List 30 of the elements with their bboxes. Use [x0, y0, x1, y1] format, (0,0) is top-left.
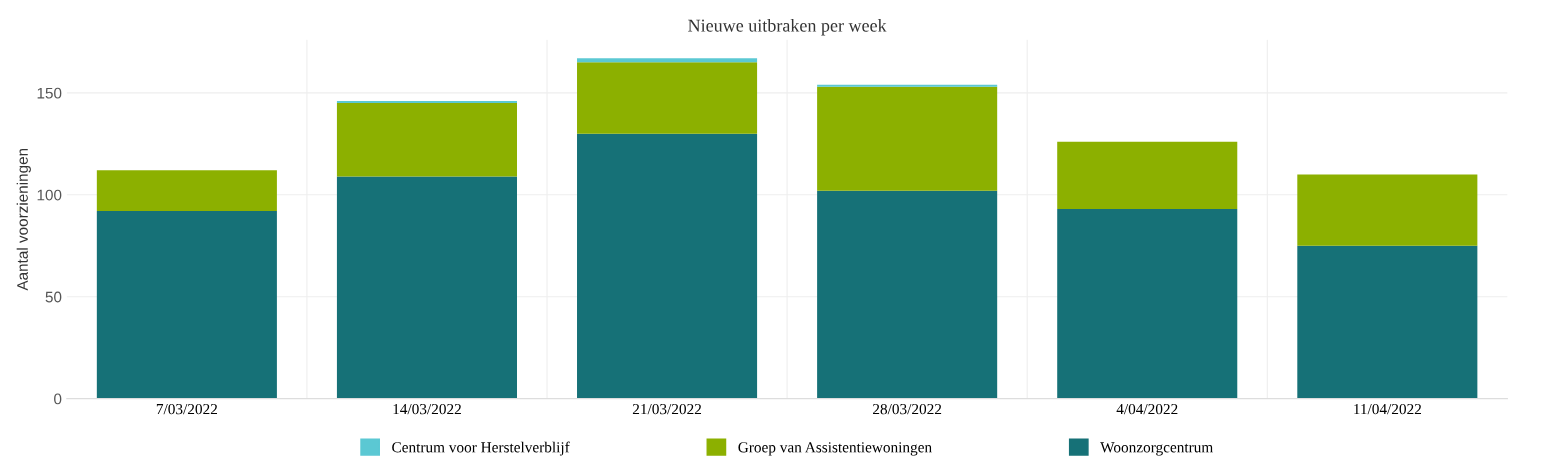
x-tick-label: 11/04/2022: [1354, 403, 1421, 415]
bar: [577, 133, 758, 399]
legend-label: Woonzorgcentrum: [1100, 442, 1213, 456]
bar: [336, 101, 517, 104]
x-tick-label: 14/03/2022: [393, 403, 461, 415]
bar: [1057, 209, 1238, 399]
x-tick-label: 4/04/2022: [1116, 403, 1178, 415]
y-tick-label: 50: [45, 291, 62, 303]
y-tick-label: 100: [37, 189, 62, 201]
bar: [1297, 174, 1478, 246]
bar: [577, 58, 758, 63]
bar: [817, 84, 998, 87]
bar: [817, 86, 998, 191]
bar: [577, 62, 758, 134]
bar: [1297, 245, 1478, 399]
y-tick-label: 0: [54, 393, 62, 405]
x-tick-label: 7/03/2022: [156, 403, 218, 415]
bar: [336, 103, 517, 177]
x-tick-label: 28/03/2022: [873, 403, 942, 415]
legend-label: Centrum voor Herstelverblijf: [392, 441, 570, 456]
bar: [336, 176, 517, 399]
chart-title: Nieuwe uitbraken per week: [688, 19, 887, 36]
bar: [96, 170, 277, 212]
bar: [1057, 141, 1238, 210]
y-tick-label: 150: [37, 87, 62, 99]
bar: [96, 211, 277, 399]
x-tick-label: 21/03/2022: [632, 403, 702, 415]
bar: [817, 190, 998, 399]
legend-label: Groep van Assistentiewoningen: [738, 442, 932, 456]
y-axis-title: Aantal voorzieningen: [16, 148, 31, 291]
